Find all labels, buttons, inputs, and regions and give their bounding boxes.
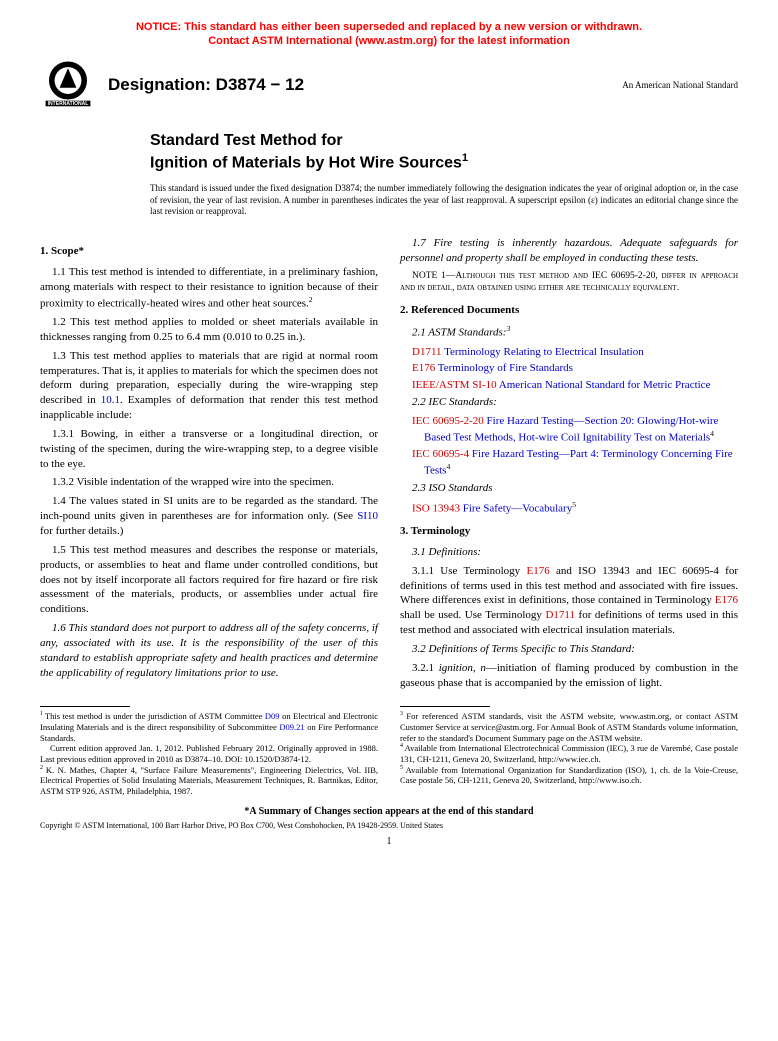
terminology-heading: 3. Terminology	[400, 524, 738, 539]
footnote-3: 3 For referenced ASTM standards, visit t…	[400, 711, 738, 743]
link-iso-13943[interactable]: ISO 13943	[412, 502, 460, 514]
definitions-specific-head: 3.2 Definitions of Terms Specific to Thi…	[400, 642, 738, 657]
ref-d1711: D1711 Terminology Relating to Electrical…	[412, 345, 738, 360]
references-heading: 2. Referenced Documents	[400, 303, 738, 318]
svg-text:INTERNATIONAL: INTERNATIONAL	[48, 101, 89, 107]
footnote-5: 5 Available from International Organizat…	[400, 765, 738, 786]
para-1-4: 1.4 The values stated in SI units are to…	[40, 494, 378, 539]
ref-d1711-title[interactable]: Terminology Relating to Electrical Insul…	[442, 346, 644, 358]
para-1-2: 1.2 This test method applies to molded o…	[40, 315, 378, 345]
para-1-4-b: for further details.)	[40, 525, 123, 537]
column-left: 1. Scope* 1.1 This test method is intend…	[40, 236, 378, 695]
title-sup: 1	[462, 152, 468, 164]
fn4-text: Available from International Electrotech…	[400, 743, 738, 764]
issue-note: This standard is issued under the fixed …	[150, 183, 738, 218]
footnote-1: 1 This test method is under the jurisdic…	[40, 711, 378, 743]
header-row: INTERNATIONAL Designation: D3874 − 12 An…	[40, 57, 738, 113]
link-d09[interactable]: D09	[265, 711, 280, 721]
designation-text: Designation: D3874 − 12	[108, 75, 304, 95]
notice-line1: NOTICE: This standard has either been su…	[136, 21, 642, 33]
para-1-3-2: 1.3.2 Visible indentation of the wrapped…	[40, 475, 378, 490]
para-1-3: 1.3 This test method applies to material…	[40, 349, 378, 423]
ref-iec4-sup: 4	[446, 462, 450, 471]
link-ieee-si10[interactable]: IEEE/ASTM SI-10	[412, 379, 497, 391]
link-d09-21[interactable]: D09.21	[279, 722, 304, 732]
link-e176-b[interactable]: E176	[715, 594, 738, 606]
link-d1711[interactable]: D1711	[412, 346, 442, 358]
ref-iso-13943: ISO 13943 Fire Safety—Vocabulary5	[412, 500, 738, 517]
footnote-2: 2 K. N. Mathes, Chapter 4, "Surface Fail…	[40, 765, 378, 797]
para-3-2-1-num: 3.2.1	[412, 662, 439, 674]
definitions-head: 3.1 Definitions:	[400, 545, 738, 560]
notice-banner: NOTICE: This standard has either been su…	[40, 20, 738, 49]
link-e176-a[interactable]: E176	[526, 565, 549, 577]
para-1-1-sup: 2	[309, 295, 313, 304]
footnotes-left: 1 This test method is under the jurisdic…	[40, 694, 378, 796]
para-3-1-1: 3.1.1 Use Terminology E176 and ISO 13943…	[400, 564, 738, 638]
link-10-1[interactable]: 10.1	[101, 394, 120, 406]
note-1-text: NOTE 1—Although this test method and IEC…	[400, 271, 738, 294]
page-root: NOTICE: This standard has either been su…	[0, 0, 778, 867]
link-e176[interactable]: E176	[412, 362, 435, 374]
para-1-5: 1.5 This test method measures and descri…	[40, 543, 378, 617]
para-1-1: 1.1 This test method is intended to diff…	[40, 265, 378, 311]
footnote-rule-left	[40, 706, 130, 707]
ref-iec4-title[interactable]: Fire Hazard Testing—Part 4: Terminology …	[424, 448, 733, 477]
column-right: 1.7 Fire testing is inherently hazardous…	[400, 236, 738, 695]
copyright-line: Copyright © ASTM International, 100 Barr…	[40, 821, 738, 830]
link-d1711-b[interactable]: D1711	[545, 609, 575, 621]
link-iec-60695-2-20[interactable]: IEC 60695-2-20	[412, 415, 484, 427]
link-si10[interactable]: SI10	[357, 510, 378, 522]
para-1-3-1: 1.3.1 Bowing, in either a transverse or …	[40, 427, 378, 472]
ref-iso13943-sup: 5	[572, 500, 576, 509]
footnote-rule-right	[400, 706, 490, 707]
astm-standards-head: 2.1 ASTM Standards:3	[400, 324, 738, 341]
para-3-2-1: 3.2.1 ignition, n—initiation of flaming …	[400, 661, 738, 691]
para-3-2-1-term: ignition, n	[439, 662, 486, 674]
note-1: NOTE 1—Although this test method and IEC…	[400, 270, 738, 296]
body-columns: 1. Scope* 1.1 This test method is intend…	[40, 236, 738, 695]
title-line2-text: Ignition of Materials by Hot Wire Source…	[150, 154, 462, 171]
para-1-4-a: 1.4 The values stated in SI units are to…	[40, 495, 378, 522]
ref-iec-60695-2-20: IEC 60695-2-20 Fire Hazard Testing—Secti…	[412, 414, 738, 445]
fn5-text: Available from International Organizatio…	[400, 765, 738, 786]
iso-standards-head: 2.3 ISO Standards	[400, 481, 738, 496]
ref-iec220-sup: 4	[710, 429, 714, 438]
footnotes-block: 1 This test method is under the jurisdic…	[40, 694, 738, 796]
title-line1: Standard Test Method for	[150, 131, 738, 151]
title-line2: Ignition of Materials by Hot Wire Source…	[150, 151, 738, 173]
fn1-a: This test method is under the jurisdicti…	[45, 711, 265, 721]
logo-block: INTERNATIONAL Designation: D3874 − 12	[40, 57, 304, 113]
ref-iec-60695-4: IEC 60695-4 Fire Hazard Testing—Part 4: …	[412, 447, 738, 478]
para-1-7: 1.7 Fire testing is inherently hazardous…	[400, 236, 738, 266]
para-3-1-1-a: 3.1.1 Use Terminology	[412, 565, 526, 577]
astm-logo-icon: INTERNATIONAL	[40, 57, 96, 113]
summary-note: *A Summary of Changes section appears at…	[40, 806, 738, 817]
para-3-1-1-c: shall be used. Use Terminology	[400, 609, 545, 621]
para-1-1-text: 1.1 This test method is intended to diff…	[40, 266, 378, 309]
ref-e176: E176 Terminology of Fire Standards	[412, 361, 738, 376]
ansi-label: An American National Standard	[622, 80, 738, 90]
page-number: 1	[40, 836, 738, 847]
para-1-6: 1.6 This standard does not purport to ad…	[40, 621, 378, 680]
footnote-1-edition: Current edition approved Jan. 1, 2012. P…	[40, 743, 378, 764]
title-block: Standard Test Method for Ignition of Mat…	[150, 131, 738, 218]
astm-standards-sup: 3	[506, 324, 510, 333]
footnotes-right: 3 For referenced ASTM standards, visit t…	[400, 694, 738, 796]
link-iec-60695-4[interactable]: IEC 60695-4	[412, 448, 469, 460]
scope-heading: 1. Scope*	[40, 244, 378, 259]
astm-standards-label: 2.1 ASTM Standards:	[412, 327, 506, 339]
ref-e176-title[interactable]: Terminology of Fire Standards	[435, 362, 573, 374]
ref-si10: IEEE/ASTM SI-10 American National Standa…	[412, 378, 738, 393]
fn3-text: For referenced ASTM standards, visit the…	[400, 711, 738, 742]
notice-line2: Contact ASTM International (www.astm.org…	[208, 35, 570, 47]
footnote-4: 4 Available from International Electrote…	[400, 743, 738, 764]
fn2-text: K. N. Mathes, Chapter 4, "Surface Failur…	[40, 765, 378, 796]
ref-si10-title[interactable]: American National Standard for Metric Pr…	[497, 379, 711, 391]
iec-standards-head: 2.2 IEC Standards:	[400, 395, 738, 410]
ref-iso13943-title[interactable]: Fire Safety—Vocabulary	[460, 502, 572, 514]
